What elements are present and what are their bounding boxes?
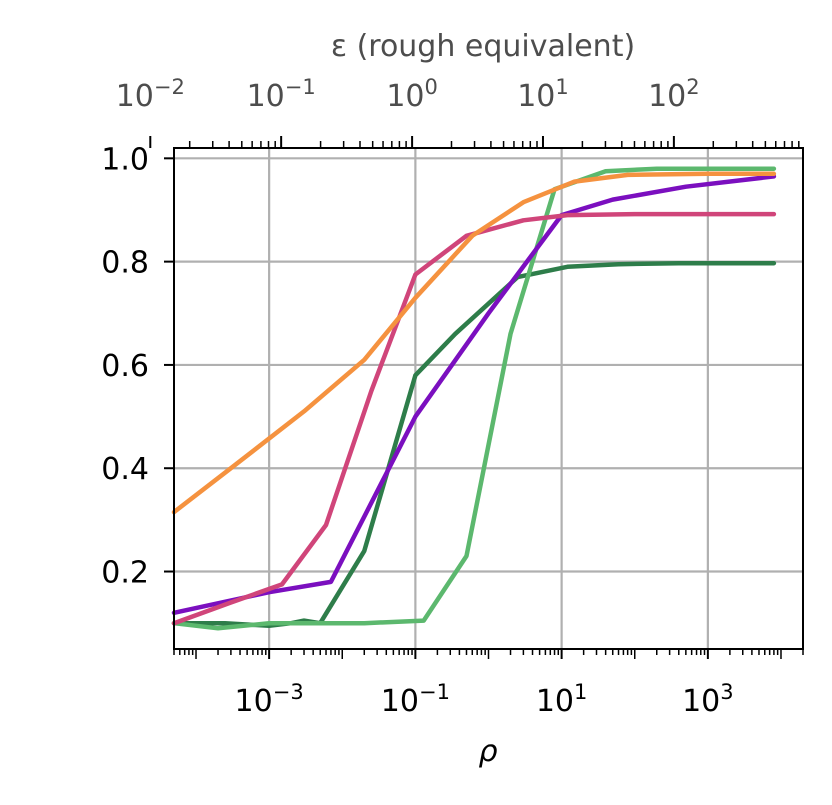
y-tick-label: 0.2 [101,556,149,591]
y-tick-label: 1.0 [101,142,149,177]
x-tick-label: 103 [682,680,734,719]
series-line-5 [171,171,777,515]
top-tick-label: 100 [386,75,438,114]
y-tick-label: 0.4 [101,452,149,487]
series-group [171,166,777,631]
top-tick-label: 101 [517,75,569,114]
series-line-4 [171,211,777,626]
y-tick-label: 0.6 [101,349,149,384]
top-tick-label: 10−1 [247,75,316,114]
series-line-2 [171,166,777,631]
y-tick-label: 0.8 [101,246,149,281]
x-axis-label: ρ [478,734,497,769]
top-axis-label: ε (rough equivalent) [331,29,635,64]
x-tick-label: 10−1 [381,680,450,719]
x-tick-label: 101 [536,680,588,719]
top-tick-label: 102 [648,75,700,114]
ticks [149,136,804,659]
x-tick-label: 10−3 [235,680,304,719]
top-tick-label: 10−2 [116,75,185,114]
grid [174,148,803,649]
series-line-3 [171,174,777,616]
tick-labels: 10−3 10−1 101 103 0.2 0.4 0.6 0.8 1.0 10−2 10−1 100… [101,75,733,719]
